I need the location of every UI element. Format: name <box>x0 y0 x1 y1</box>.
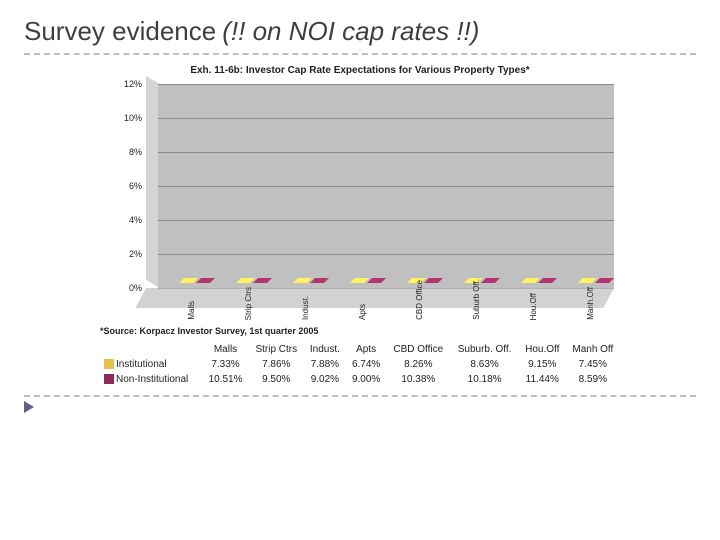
slide-title: Survey evidence <box>24 16 216 47</box>
table-header-row: MallsStrip CtrsIndust.AptsCBD OfficeSubu… <box>100 342 620 357</box>
table-cell: 8.59% <box>566 372 620 387</box>
x-label: Apts <box>358 304 367 320</box>
table-cell: 10.38% <box>386 372 450 387</box>
table-cell: 9.00% <box>346 372 386 387</box>
table-header-cell: Manh Off <box>566 342 620 357</box>
series-label: Non-Institutional <box>100 372 202 387</box>
chart-source-note: *Source: Korpacz Investor Survey, 1st qu… <box>100 326 620 336</box>
table-cell: 8.63% <box>450 357 518 372</box>
table-header-cell: CBD Office <box>386 342 450 357</box>
y-tick: 4% <box>129 215 142 225</box>
slide-marker-icon <box>24 401 34 413</box>
x-label: Suburb Off. <box>472 279 481 320</box>
table-row: Institutional7.33%7.86%7.88%6.74%8.26%8.… <box>100 357 620 372</box>
table-cell: 7.45% <box>566 357 620 372</box>
table-cell: 9.15% <box>519 357 566 372</box>
slide-title-row: Survey evidence (!! on NOI cap rates !!) <box>24 16 696 47</box>
table-cell: 6.74% <box>346 357 386 372</box>
data-table: MallsStrip CtrsIndust.AptsCBD OfficeSubu… <box>100 342 620 387</box>
table-header-cell: Suburb. Off. <box>450 342 518 357</box>
slide-subtitle: (!! on NOI cap rates !!) <box>222 16 479 47</box>
y-tick: 0% <box>129 283 142 293</box>
table-header-cell: Strip Ctrs <box>249 342 304 357</box>
x-label: CBD Office <box>415 280 424 320</box>
series-label: Institutional <box>100 357 202 372</box>
table-row: Non-Institutional10.51%9.50%9.02%9.00%10… <box>100 372 620 387</box>
x-label: Hou.Off <box>529 293 538 320</box>
y-tick: 8% <box>129 147 142 157</box>
table-cell: 10.51% <box>202 372 248 387</box>
y-tick: 10% <box>124 113 142 123</box>
table-cell: 11.44% <box>519 372 566 387</box>
table-cell: 9.50% <box>249 372 304 387</box>
chart-y-axis: 0%2%4%6%8%10%12% <box>100 84 144 288</box>
chart-title: Exh. 11-6b: Investor Cap Rate Expectatio… <box>100 65 620 76</box>
x-label: Manh.Off <box>586 287 595 320</box>
bottom-underline <box>24 395 696 397</box>
chart-bars <box>158 84 614 288</box>
title-underline <box>24 53 696 55</box>
x-label: Malls <box>187 301 196 320</box>
y-tick: 12% <box>124 79 142 89</box>
chart-area: 0% 2% 4% 6% 8% 10% 12% Malls Strip Ctrs Indust. A… <box>100 80 620 320</box>
legend-swatch <box>104 359 114 369</box>
x-label: Strip Ctrs <box>244 287 253 320</box>
table-header-cell: Hou.Off <box>519 342 566 357</box>
table-header-cell: Apts <box>346 342 386 357</box>
y-tick: 2% <box>129 249 142 259</box>
table-cell: 7.86% <box>249 357 304 372</box>
x-label: Indust. <box>301 296 310 320</box>
chart-container: Exh. 11-6b: Investor Cap Rate Expectatio… <box>100 65 620 387</box>
slide: Survey evidence (!! on NOI cap rates !!)… <box>0 0 720 540</box>
table-cell: 7.88% <box>304 357 346 372</box>
legend-swatch <box>104 374 114 384</box>
table-header-cell: Malls <box>202 342 248 357</box>
table-cell: 8.26% <box>386 357 450 372</box>
chart-x-axis: MallsStrip CtrsIndust.AptsCBD OfficeSubu… <box>158 290 614 320</box>
table-cell: 7.33% <box>202 357 248 372</box>
y-tick: 6% <box>129 181 142 191</box>
table-cell: 9.02% <box>304 372 346 387</box>
table-cell: 10.18% <box>450 372 518 387</box>
table-header-cell: Indust. <box>304 342 346 357</box>
